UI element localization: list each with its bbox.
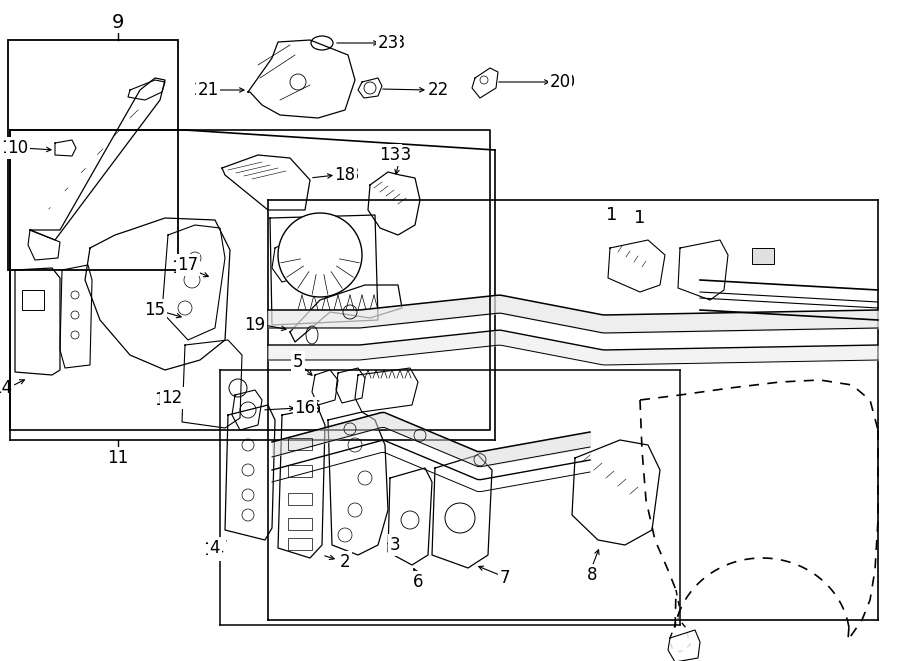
Text: 4: 4 — [210, 536, 220, 554]
Polygon shape — [28, 230, 60, 260]
Circle shape — [278, 213, 362, 297]
Polygon shape — [60, 265, 92, 368]
Polygon shape — [15, 268, 60, 375]
Text: 13: 13 — [390, 146, 411, 164]
Bar — [288, 518, 312, 530]
Text: 7: 7 — [497, 569, 508, 587]
Bar — [288, 538, 312, 550]
Bar — [288, 493, 312, 505]
Text: 21: 21 — [194, 81, 215, 99]
Polygon shape — [388, 468, 432, 565]
Bar — [288, 438, 312, 450]
Bar — [752, 248, 774, 264]
Text: 6: 6 — [413, 573, 423, 591]
Polygon shape — [128, 80, 165, 100]
Text: 14: 14 — [0, 379, 12, 397]
Polygon shape — [355, 368, 418, 412]
Polygon shape — [312, 370, 338, 405]
Polygon shape — [278, 408, 325, 558]
Text: 10: 10 — [1, 139, 22, 157]
Text: 18: 18 — [335, 166, 356, 184]
Text: 23: 23 — [385, 34, 406, 52]
Text: 6: 6 — [413, 571, 423, 589]
Text: 8: 8 — [585, 566, 595, 584]
Text: 3: 3 — [390, 536, 400, 554]
Polygon shape — [222, 155, 310, 210]
Text: 1: 1 — [634, 209, 645, 227]
Text: 22: 22 — [428, 81, 448, 99]
Polygon shape — [472, 68, 498, 98]
Polygon shape — [248, 40, 355, 118]
Text: 23: 23 — [377, 34, 399, 52]
Text: 16: 16 — [300, 399, 321, 417]
Text: 22: 22 — [430, 81, 451, 99]
Text: 9: 9 — [112, 13, 124, 32]
Text: 11: 11 — [107, 446, 129, 464]
Text: 18: 18 — [338, 166, 359, 184]
Polygon shape — [572, 440, 660, 545]
Polygon shape — [608, 240, 665, 292]
Text: 3: 3 — [392, 536, 402, 554]
Bar — [8, 40, 178, 270]
Polygon shape — [162, 225, 225, 340]
Bar — [22, 290, 44, 310]
Text: 7: 7 — [500, 569, 510, 587]
Polygon shape — [328, 412, 388, 555]
Text: 20: 20 — [549, 73, 571, 91]
Polygon shape — [55, 140, 76, 156]
Polygon shape — [290, 285, 402, 342]
Polygon shape — [678, 240, 728, 300]
Text: 2: 2 — [340, 553, 351, 571]
Text: 10: 10 — [7, 139, 29, 157]
Text: 17: 17 — [177, 256, 199, 274]
Text: 20: 20 — [555, 73, 576, 91]
Polygon shape — [232, 390, 262, 430]
Polygon shape — [668, 630, 700, 661]
Polygon shape — [270, 215, 378, 325]
Text: 16: 16 — [294, 399, 316, 417]
Text: 19: 19 — [241, 316, 262, 334]
Polygon shape — [85, 218, 230, 370]
Text: 13: 13 — [380, 146, 400, 164]
Text: 2: 2 — [339, 553, 350, 571]
Polygon shape — [432, 455, 492, 568]
Text: 11: 11 — [107, 449, 129, 467]
Text: 5: 5 — [292, 356, 302, 374]
Text: 8: 8 — [587, 566, 598, 584]
Text: 17: 17 — [171, 259, 192, 277]
Polygon shape — [182, 340, 242, 428]
Text: 12: 12 — [154, 391, 175, 409]
Text: 15: 15 — [144, 301, 166, 319]
Text: 1: 1 — [607, 206, 617, 224]
Text: 5: 5 — [292, 353, 303, 371]
Polygon shape — [336, 368, 365, 403]
Polygon shape — [272, 235, 312, 282]
Text: 21: 21 — [197, 81, 219, 99]
Text: 4: 4 — [210, 539, 220, 557]
Polygon shape — [368, 172, 420, 235]
Text: 15: 15 — [141, 301, 162, 319]
Text: 1: 1 — [604, 206, 616, 224]
Polygon shape — [358, 78, 382, 98]
Text: 14: 14 — [203, 541, 225, 559]
Bar — [288, 465, 312, 477]
Text: 12: 12 — [161, 389, 183, 407]
Text: 19: 19 — [245, 316, 266, 334]
Polygon shape — [225, 405, 275, 540]
Polygon shape — [30, 78, 165, 240]
Text: 9: 9 — [112, 13, 124, 32]
